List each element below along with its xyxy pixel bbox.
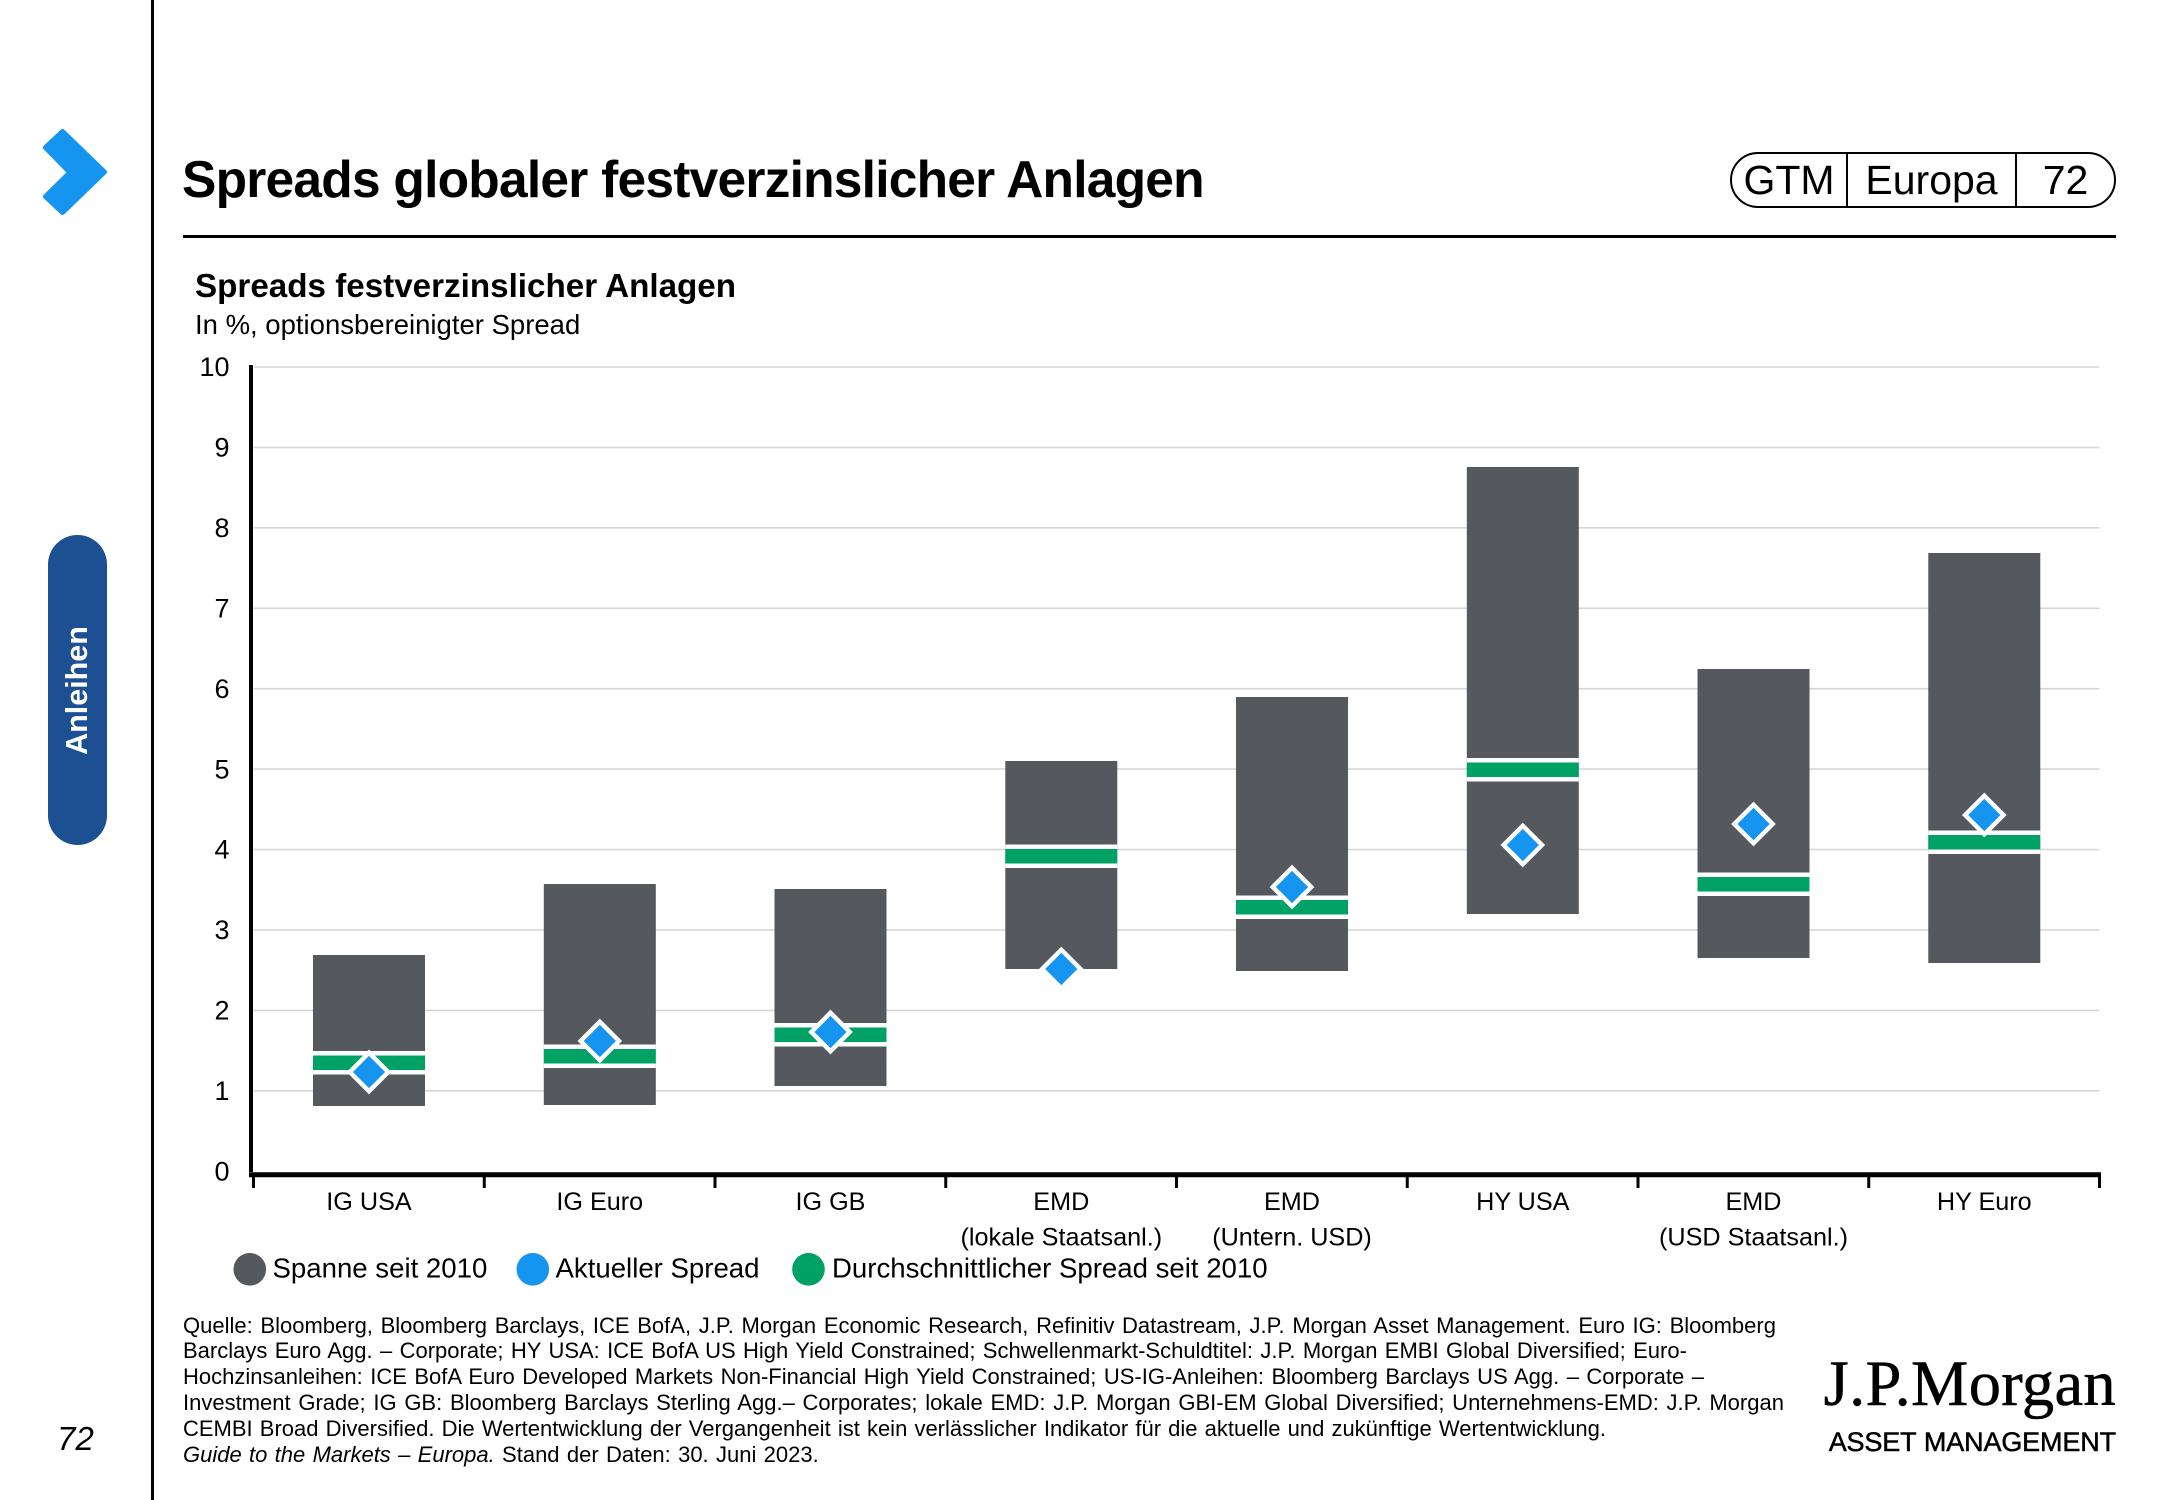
svg-text:(Untern. USD): (Untern. USD) [1212,1224,1372,1252]
svg-text:IG Euro: IG Euro [556,1188,643,1216]
svg-text:8: 8 [214,513,229,543]
svg-text:IG GB: IG GB [796,1188,866,1216]
svg-text:9: 9 [214,433,229,463]
svg-text:1: 1 [214,1076,229,1106]
svg-text:5: 5 [214,754,229,784]
svg-text:4: 4 [214,835,229,865]
svg-text:10: 10 [199,352,229,382]
svg-text:EMD: EMD [1033,1188,1089,1216]
svg-text:HY Euro: HY Euro [1937,1188,2032,1216]
svg-text:Durchschnittlicher Spread seit: Durchschnittlicher Spread seit 2010 [832,1252,1268,1283]
svg-text:3: 3 [214,915,229,945]
svg-text:EMD: EMD [1726,1188,1782,1216]
svg-text:Aktueller Spread: Aktueller Spread [556,1252,760,1283]
svg-text:(USD Staatsanl.): (USD Staatsanl.) [1659,1224,1848,1252]
svg-text:(lokale Staatsanl.): (lokale Staatsanl.) [960,1224,1162,1252]
svg-text:7: 7 [214,594,229,624]
svg-text:Spanne seit 2010: Spanne seit 2010 [273,1252,488,1283]
svg-text:0: 0 [214,1156,229,1186]
svg-text:HY USA: HY USA [1476,1188,1570,1216]
svg-text:6: 6 [214,674,229,704]
svg-text:IG USA: IG USA [326,1188,412,1216]
svg-text:2: 2 [214,996,229,1026]
svg-text:EMD: EMD [1264,1188,1320,1216]
